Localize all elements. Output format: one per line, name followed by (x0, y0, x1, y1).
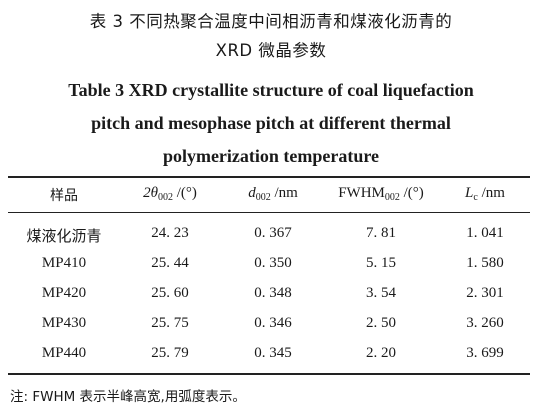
table-caption-cn-line1: 表 3 不同热聚合温度中间相沥青和煤液化沥青的 (89, 12, 453, 31)
header-fwhm-subscript: 002 (384, 192, 400, 203)
table-header-rule (8, 212, 530, 213)
cell-fwhm: 5. 15 (366, 255, 396, 271)
header-2theta-unit: /(°) (172, 185, 197, 201)
cell-sample: MP420 (41, 285, 87, 301)
header-d002: d002 /nm (224, 185, 322, 203)
table-caption-en-line2: pitch and mesophase pitch at different t… (91, 113, 451, 133)
cell-d002: 0. 345 (254, 345, 292, 361)
cell-sample: MP410 (41, 255, 87, 271)
cell-2theta: 25. 60 (151, 285, 189, 301)
table-caption-en-line1: Table 3 XRD crystallite structure of coa… (68, 80, 474, 100)
cell-2theta: 25. 79 (151, 345, 189, 361)
cell-sample: MP430 (41, 315, 87, 331)
cell-2theta: 25. 75 (151, 315, 189, 331)
header-2theta-symbol: 2θ (143, 185, 158, 201)
header-d002-subscript: 002 (255, 192, 271, 203)
cell-lc: 3. 260 (466, 315, 504, 331)
table-bottom-rule (8, 373, 530, 375)
cell-2theta: 25. 44 (151, 255, 189, 271)
header-lc-subscript: c (473, 192, 478, 203)
cell-d002: 0. 350 (254, 255, 292, 271)
cell-d002: 0. 367 (254, 225, 292, 241)
header-lc: Lc /nm (440, 185, 530, 203)
header-fwhm: FWHM002 /(°) (322, 185, 440, 203)
cell-fwhm: 2. 50 (366, 315, 396, 331)
header-fwhm-unit: /(°) (399, 185, 424, 201)
header-2theta-subscript: 002 (157, 192, 173, 203)
cell-lc: 2. 301 (466, 285, 504, 301)
header-2theta: 2θ002 /(°) (116, 185, 224, 203)
header-sample-label: 样品 (50, 188, 78, 204)
table-caption-en-line3: polymerization temperature (162, 146, 380, 166)
cell-d002: 0. 346 (254, 315, 292, 331)
table-caption-cn-line2: XRD 微晶参数 (215, 41, 327, 60)
cell-lc: 3. 699 (466, 345, 504, 361)
header-sample: 样品 (12, 185, 116, 205)
cell-fwhm: 7. 81 (366, 225, 396, 241)
table-footnote: 注: FWHM 表示半峰高宽,用弧度表示。 (10, 389, 246, 405)
header-lc-symbol: L (465, 185, 474, 201)
cell-d002: 0. 348 (254, 285, 292, 301)
header-lc-unit: /nm (477, 185, 505, 201)
header-d002-unit: /nm (270, 185, 298, 201)
cell-2theta: 24. 23 (151, 225, 189, 241)
cell-fwhm: 3. 54 (366, 285, 396, 301)
table-top-rule (8, 176, 530, 178)
header-d002-symbol: d (248, 185, 256, 201)
cell-sample: MP440 (41, 345, 87, 361)
cell-lc: 1. 041 (466, 225, 504, 241)
cell-sample: 煤液化沥青 (26, 227, 102, 245)
cell-fwhm: 2. 20 (366, 345, 396, 361)
header-fwhm-symbol: FWHM (338, 185, 385, 201)
cell-lc: 1. 580 (466, 255, 504, 271)
